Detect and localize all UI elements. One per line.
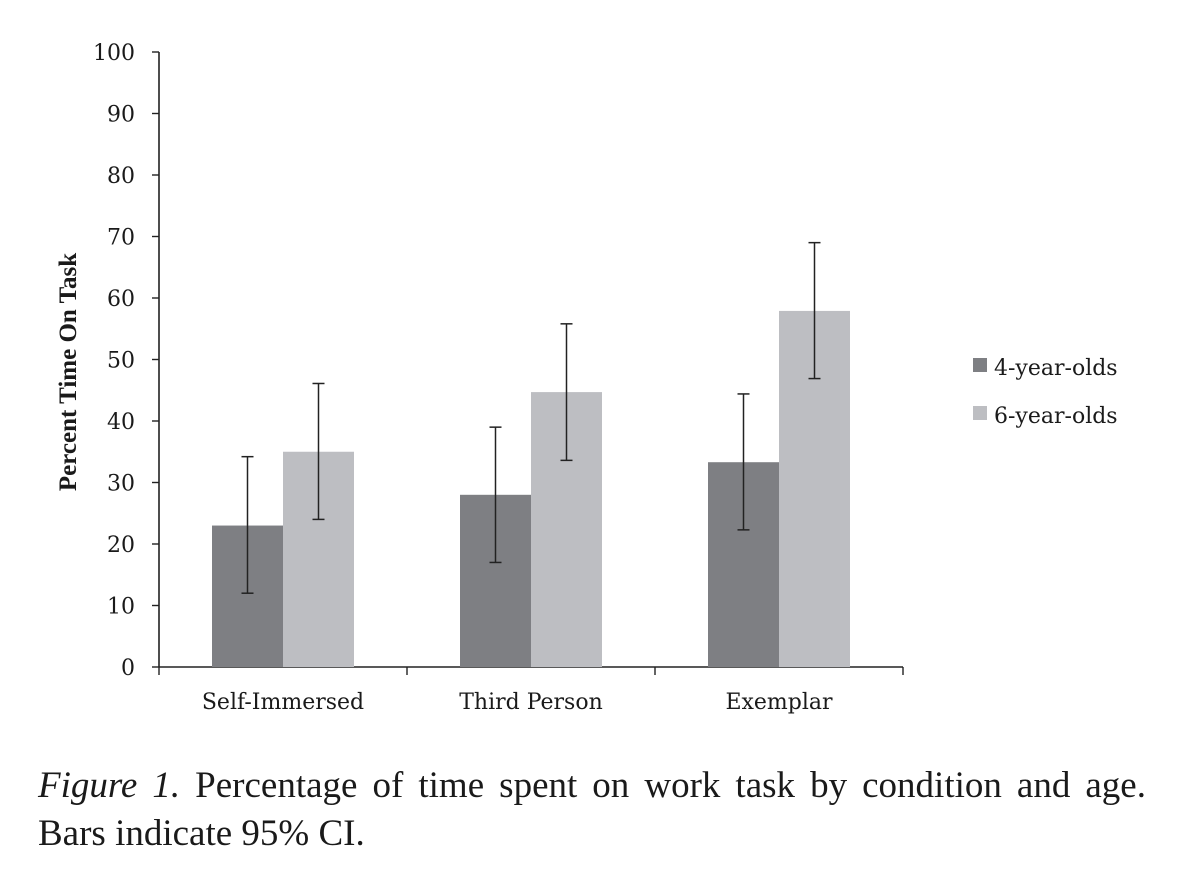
error-bars bbox=[241, 241, 821, 594]
x-category-label: Exemplar bbox=[725, 690, 833, 715]
bar-chart: 0 10 20 30 40 50 60 70 80 90 100 Self-Immersed Thir… bbox=[55, 41, 1118, 715]
y-axis-title: Percent Time On Task bbox=[55, 253, 82, 491]
legend-label: 4-year-olds bbox=[994, 356, 1118, 381]
y-tick-label: 70 bbox=[107, 226, 135, 251]
y-tick-label: 60 bbox=[107, 287, 135, 312]
x-category-label: Third Person bbox=[459, 690, 603, 715]
y-tick-label: 30 bbox=[107, 472, 135, 497]
x-category-label: Self-Immersed bbox=[202, 690, 364, 715]
legend-label: 6-year-olds bbox=[994, 404, 1118, 429]
y-tick-label: 20 bbox=[107, 533, 135, 558]
bars bbox=[212, 310, 850, 667]
legend-swatch bbox=[973, 358, 987, 372]
y-tick-label: 10 bbox=[107, 595, 135, 620]
figure-caption: Figure 1. Percentage of time spent on wo… bbox=[38, 762, 1146, 858]
x-axis: Self-Immersed Third Person Exemplar bbox=[158, 666, 904, 715]
y-tick-label: 50 bbox=[107, 349, 135, 374]
y-tick-label: 0 bbox=[121, 656, 135, 681]
y-tick-label: 40 bbox=[107, 410, 135, 435]
y-tick-label: 80 bbox=[107, 164, 135, 189]
legend: 4-year-olds 6-year-olds bbox=[973, 356, 1118, 429]
figure-label: Figure 1. bbox=[38, 765, 181, 806]
y-axis: 0 10 20 30 40 50 60 70 80 90 100 bbox=[93, 41, 160, 681]
y-tick-label: 100 bbox=[93, 41, 135, 66]
y-tick-label: 90 bbox=[107, 103, 135, 128]
legend-swatch bbox=[973, 406, 987, 420]
caption-text: Percentage of time spent on work task by… bbox=[38, 765, 1146, 854]
